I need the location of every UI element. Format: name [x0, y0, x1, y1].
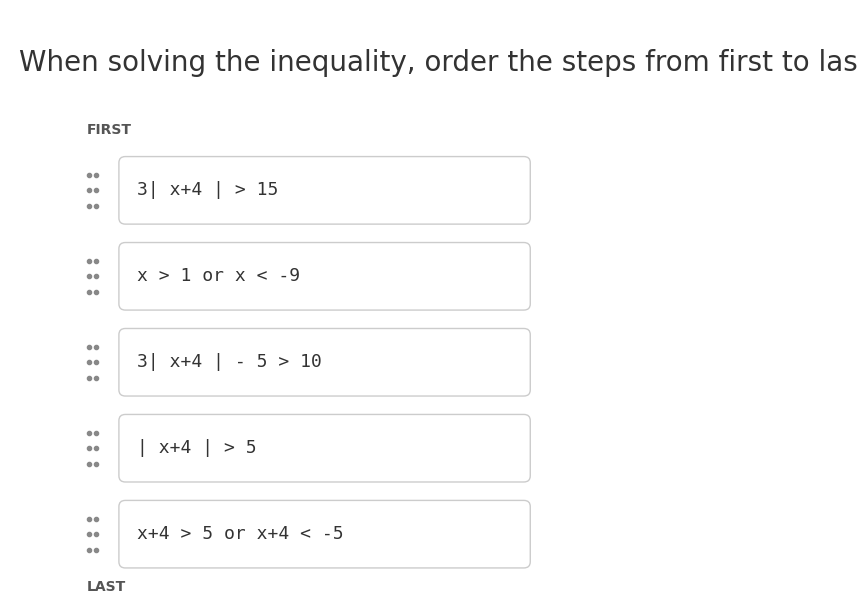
- FancyBboxPatch shape: [119, 328, 530, 396]
- FancyBboxPatch shape: [119, 500, 530, 568]
- Text: x+4 > 5 or x+4 < -5: x+4 > 5 or x+4 < -5: [137, 525, 344, 543]
- Text: When solving the inequality, order the steps from first to last.: When solving the inequality, order the s…: [19, 49, 857, 77]
- FancyBboxPatch shape: [119, 243, 530, 310]
- Text: LAST: LAST: [87, 580, 126, 594]
- Text: | x+4 | > 5: | x+4 | > 5: [137, 439, 256, 457]
- Text: x > 1 or x < -9: x > 1 or x < -9: [137, 267, 300, 286]
- FancyBboxPatch shape: [119, 157, 530, 224]
- Text: 3| x+4 | - 5 > 10: 3| x+4 | - 5 > 10: [137, 353, 321, 371]
- Text: 3| x+4 | > 15: 3| x+4 | > 15: [137, 181, 279, 200]
- Text: FIRST: FIRST: [87, 123, 132, 137]
- FancyBboxPatch shape: [119, 414, 530, 482]
